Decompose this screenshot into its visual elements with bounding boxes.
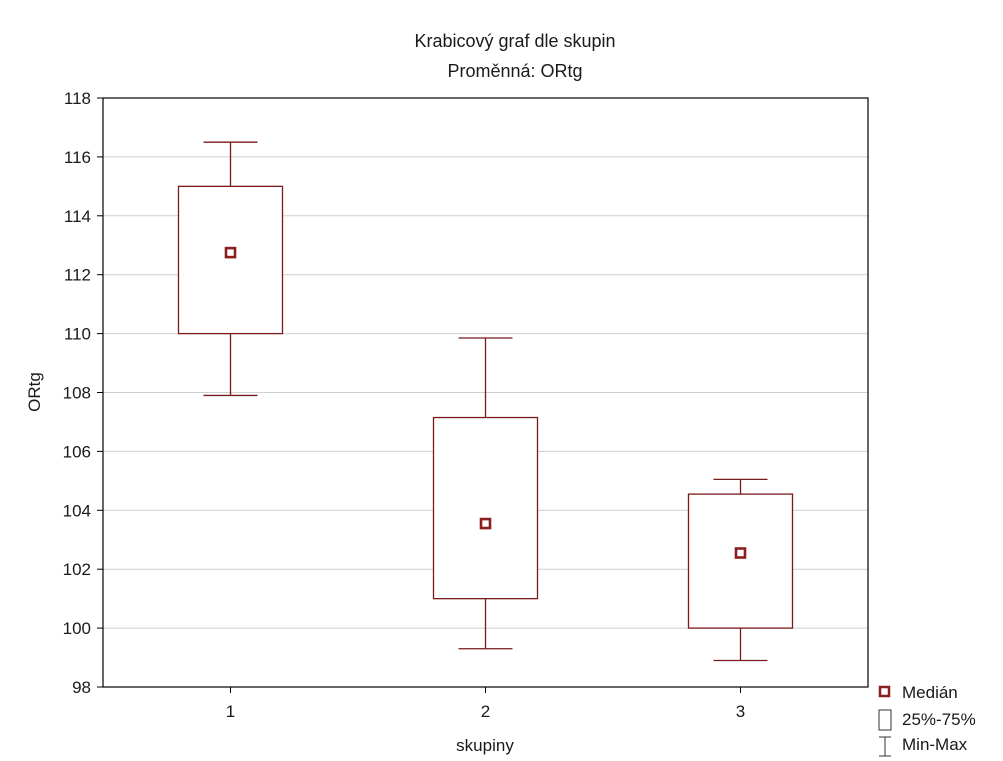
y-tick-label: 104 xyxy=(63,501,91,520)
y-tick-label: 116 xyxy=(64,148,91,167)
legend-whisker-label: Min-Max xyxy=(902,735,968,754)
legend-median-marker xyxy=(878,685,891,698)
x-tick-label: 3 xyxy=(736,702,745,721)
y-tick-label: 108 xyxy=(63,384,91,403)
y-tick-label: 102 xyxy=(63,560,91,579)
y-tick-label: 118 xyxy=(64,89,91,108)
x-tick-label: 1 xyxy=(226,702,235,721)
legend-median-label: Medián xyxy=(902,683,958,702)
y-tick-label: 114 xyxy=(64,207,91,226)
y-tick-label: 106 xyxy=(63,442,91,461)
box-group-1 xyxy=(177,141,284,397)
box-group-3 xyxy=(687,478,794,662)
box-group-2 xyxy=(432,337,539,650)
chart-subtitle: Proměnná: ORtg xyxy=(447,61,582,81)
median-marker xyxy=(479,517,492,530)
legend-box-label: 25%-75% xyxy=(902,710,976,729)
y-tick-label: 98 xyxy=(72,678,91,697)
x-axis-label: skupiny xyxy=(456,736,514,755)
y-axis-label: ORtg xyxy=(25,372,44,412)
legend-whisker-marker xyxy=(879,736,891,757)
y-tick-label: 110 xyxy=(64,325,91,344)
x-axis-ticks: 1 2 3 xyxy=(226,687,745,721)
legend: Medián 25%-75% Min-Max xyxy=(878,683,976,757)
box-series xyxy=(177,141,794,662)
x-tick-label: 2 xyxy=(481,702,490,721)
box-iqr xyxy=(687,493,794,629)
y-tick-label: 100 xyxy=(63,619,91,638)
median-marker xyxy=(734,547,747,559)
y-tick-label: 112 xyxy=(64,266,91,285)
box-iqr xyxy=(432,416,539,600)
box-iqr xyxy=(177,185,284,335)
legend-box-marker xyxy=(878,709,892,731)
median-marker xyxy=(224,246,237,259)
chart-title: Krabicový graf dle skupin xyxy=(414,31,615,51)
y-axis-ticks: 98 100 102 104 106 108 110 112 114 116 118 xyxy=(63,89,103,697)
